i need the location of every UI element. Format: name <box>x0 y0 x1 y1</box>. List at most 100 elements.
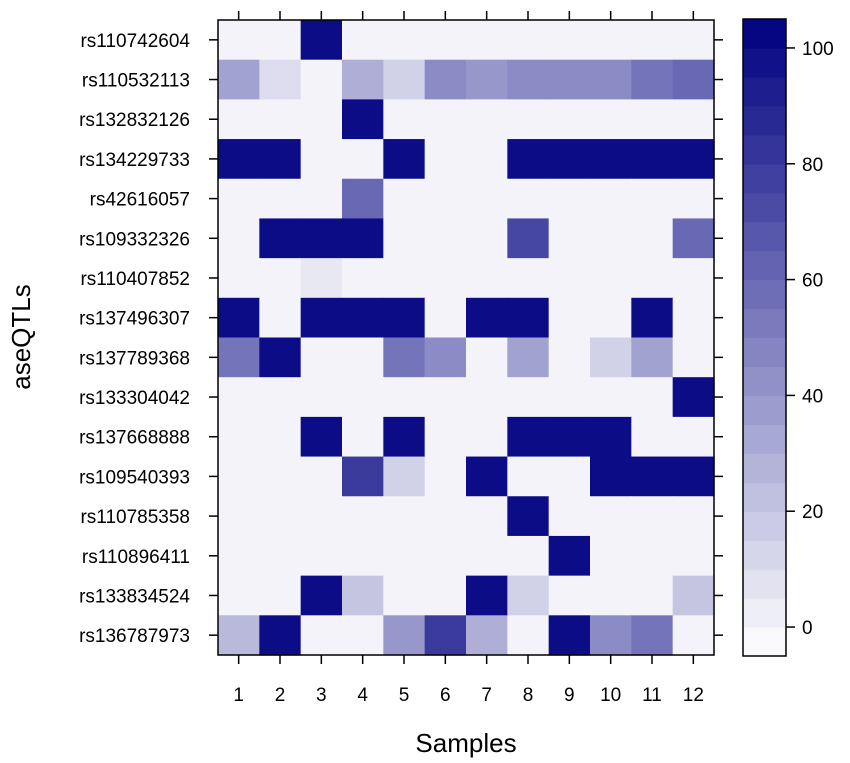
heatmap-cell <box>259 416 302 458</box>
colorbar-segment <box>743 453 786 483</box>
heatmap-cell <box>259 99 302 140</box>
heatmap-cell <box>300 297 343 339</box>
heatmap-cell <box>300 456 343 497</box>
heatmap-cell <box>507 456 550 497</box>
heatmap-cell <box>300 337 343 378</box>
colorbar-tick-label: 40 <box>802 386 823 407</box>
heatmap-cell <box>342 258 384 299</box>
colorbar-segment <box>743 134 786 165</box>
heatmap-cell <box>383 258 426 299</box>
heatmap-cell <box>631 297 674 339</box>
heatmap-cell <box>631 59 674 100</box>
heatmap-cell <box>424 496 467 537</box>
heatmap-cell <box>672 575 715 616</box>
y-tick-label: rs109332326 <box>79 229 190 250</box>
heatmap-cell <box>342 377 384 418</box>
heatmap-cell <box>259 20 302 61</box>
heatmap-cell <box>218 416 260 458</box>
heatmap-cell <box>631 20 674 61</box>
heatmap-cell <box>300 258 343 299</box>
heatmap-cell <box>342 575 384 616</box>
colorbar-segment <box>743 221 786 252</box>
heatmap-cell <box>342 535 384 577</box>
y-tick-label: rs110532113 <box>82 71 190 92</box>
heatmap-cell <box>300 615 343 656</box>
heatmap-cell <box>259 575 302 616</box>
heatmap-cell <box>300 218 343 259</box>
heatmap-cell <box>590 456 632 497</box>
heatmap-cell <box>342 139 384 180</box>
heatmap-cell <box>424 575 467 616</box>
colorbar-frame <box>742 18 787 657</box>
x-tick-label: 5 <box>399 685 410 706</box>
heatmap-cell <box>507 535 550 577</box>
heatmap-cell <box>590 258 632 299</box>
colorbar-segment <box>743 511 786 541</box>
x-tick-label: 7 <box>481 685 492 706</box>
colorbar-segment <box>743 337 786 368</box>
y-tick-label: rs132832126 <box>79 110 190 131</box>
heatmap-cell <box>548 139 591 180</box>
heatmap-cell <box>590 416 632 458</box>
heatmap-cell <box>590 535 632 577</box>
heatmap-cell <box>590 59 632 100</box>
colorbar-tick-label: 20 <box>802 502 823 523</box>
heatmap-cell <box>631 139 674 180</box>
x-tick-label: 1 <box>233 685 244 706</box>
colorbar-segment <box>743 250 786 281</box>
heatmap-cell <box>548 496 591 537</box>
heatmap-cell <box>672 99 715 140</box>
heatmap-cell <box>466 496 508 537</box>
heatmap-cell <box>672 416 715 458</box>
heatmap-cell <box>507 218 550 259</box>
heatmap-cell <box>300 377 343 418</box>
y-axis-label: aseQTLs <box>6 284 36 390</box>
heatmap-cell <box>466 575 508 616</box>
heatmap-cell <box>342 218 384 259</box>
heatmap-cell <box>466 377 508 418</box>
heatmap-cell <box>590 575 632 616</box>
heatmap-cell <box>342 297 384 339</box>
y-tick-label: rs110785358 <box>80 507 190 528</box>
heatmap-cell <box>383 59 426 100</box>
colorbar-segment <box>743 105 786 136</box>
heatmap-cell <box>342 59 384 100</box>
heatmap-cell <box>218 218 260 259</box>
heatmap-cell <box>383 178 426 220</box>
heatmap-cell <box>424 377 467 418</box>
heatmap-cell <box>507 99 550 140</box>
heatmap-cell <box>383 496 426 537</box>
heatmap-cell <box>466 178 508 220</box>
heatmap-cell <box>631 377 674 418</box>
heatmap-cell <box>424 20 467 61</box>
x-tick-label: 9 <box>564 685 575 706</box>
heatmap-cell <box>300 416 343 458</box>
heatmap-cell <box>507 496 550 537</box>
heatmap-cell <box>672 377 715 418</box>
heatmap-cell <box>631 456 674 497</box>
heatmap-cell <box>548 258 591 299</box>
colorbar-segment <box>743 482 786 512</box>
heatmap-cell <box>548 297 591 339</box>
heatmap-cell <box>466 535 508 577</box>
heatmap-cell <box>383 535 426 577</box>
y-tick-label: rs109540393 <box>79 467 190 488</box>
heatmap-cell <box>218 535 260 577</box>
heatmap-cell <box>424 59 467 100</box>
colorbar-segment <box>743 598 786 628</box>
heatmap-cell <box>424 535 467 577</box>
y-tick-label: rs137668888 <box>79 428 190 449</box>
heatmap-cell <box>259 615 302 656</box>
heatmap-cell <box>631 218 674 259</box>
heatmap-cell <box>342 615 384 656</box>
heatmap-cell <box>466 139 508 180</box>
heatmap-cell <box>590 337 632 378</box>
x-tick-label: 11 <box>642 685 662 706</box>
y-tick-label: rs110896411 <box>82 547 190 568</box>
heatmap-cell <box>590 139 632 180</box>
heatmap-cell <box>383 99 426 140</box>
heatmap-cell <box>466 416 508 458</box>
y-tick-label: rs137789368 <box>79 348 190 369</box>
colorbar-segment <box>743 308 786 339</box>
y-tick-label: rs110407852 <box>80 269 190 290</box>
